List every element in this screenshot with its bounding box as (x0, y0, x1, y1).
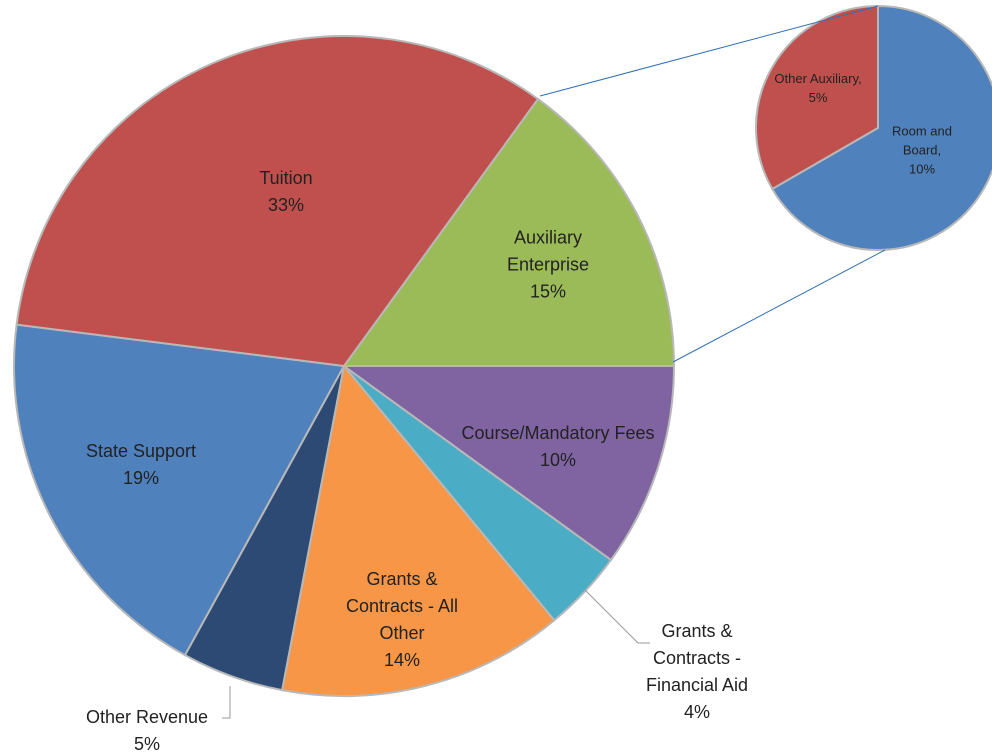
slice-name: Grants & Contracts - All Other (345, 569, 459, 643)
slice-value: 15% (529, 281, 567, 302)
slice-name: Tuition (259, 168, 313, 188)
slice-value: 14% (383, 650, 421, 670)
slice-value: 10% (539, 450, 577, 470)
pie-slice (755, 4, 879, 191)
slice-label: Room and Board, 10% (891, 122, 953, 179)
slice-label: Auxiliary Enterprise 15% (483, 225, 613, 306)
leader-line (584, 589, 650, 644)
slice-value: Room and Board, 10% (892, 123, 952, 177)
slice-name: State Support (85, 441, 197, 461)
slice-label: Course/Mandatory Fees 10% (448, 420, 668, 474)
pie-slice (13, 323, 346, 657)
slice-label: Grants & Contracts - All Other 14% (327, 566, 477, 674)
slice-value: 19% (122, 468, 160, 488)
pie-slice (340, 365, 676, 562)
slice-value: 33% (267, 195, 305, 215)
slice-name: Auxiliary Enterprise (506, 227, 590, 275)
leader-line (222, 686, 231, 719)
slice-label: Tuition 33% (221, 165, 351, 219)
slice-value: 4% (683, 702, 710, 722)
slice-name: Other Revenue (85, 707, 209, 727)
slice-label: Other Revenue 5% (47, 704, 247, 755)
slice-value: 5% (133, 734, 160, 754)
pie-slice (770, 4, 992, 251)
connector (539, 5, 879, 97)
pie-slice (15, 35, 540, 368)
slice-name: Course/Mandatory Fees (461, 423, 655, 443)
slice-label: State Support 19% (41, 438, 241, 492)
pie-slice (342, 97, 676, 367)
slice-label: Grants & Contracts - Financial Aid 4% (632, 618, 762, 726)
pie-slice (280, 363, 556, 697)
slice-value: Other Auxiliary, 5% (774, 71, 862, 105)
connector (672, 249, 886, 363)
slice-name: Grants & Contracts - Financial Aid (645, 621, 749, 695)
slice-label: Other Auxiliary, 5% (773, 69, 863, 107)
